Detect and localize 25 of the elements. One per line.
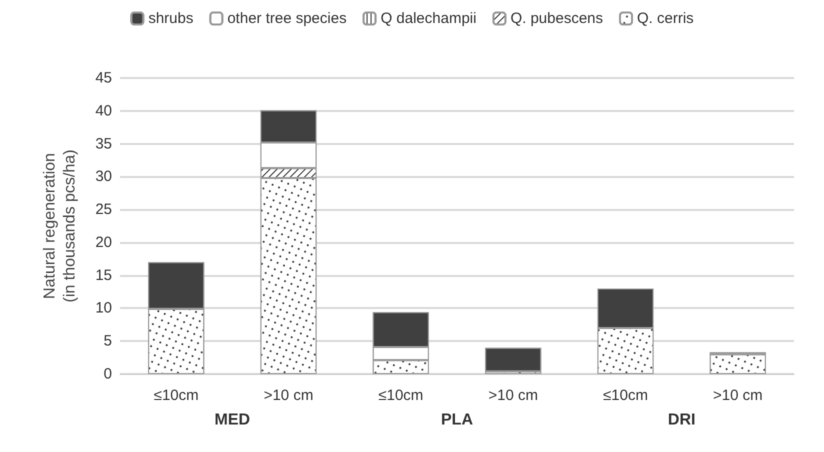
x-tick-label: >10 cm xyxy=(488,387,538,404)
x-tick-label: ≤10cm xyxy=(378,387,424,404)
x-tick-label: ≤10cm xyxy=(154,387,199,404)
text: PLA xyxy=(441,412,474,428)
y-tick-label: 20 xyxy=(95,234,112,251)
legend-label: other tree species xyxy=(227,10,347,27)
y-tick-label: 5 xyxy=(104,332,112,350)
text: MED xyxy=(214,412,250,428)
y-tick-label: 30 xyxy=(95,168,112,186)
x-tick-label: >10 cm xyxy=(264,387,314,404)
x-tick-label: ≤10cm xyxy=(603,387,648,404)
legend-label: Q. pubescens xyxy=(510,10,604,27)
y-axis-title: Natural regeneration (in thousands pcs/ha) xyxy=(42,150,78,302)
y-tick-label: 0 xyxy=(104,366,112,382)
legend-label: shrubs xyxy=(148,10,194,27)
y-tick-label: 35 xyxy=(95,135,112,152)
y-tick-label: 15 xyxy=(95,266,112,284)
legend-label: Q dalechampii xyxy=(380,10,476,27)
y-tick-label: 25 xyxy=(95,201,112,218)
text: DRI xyxy=(668,412,696,428)
legend-label: Q. cerris xyxy=(637,10,694,27)
x-tick-label: >10 cm xyxy=(713,387,763,404)
y-tick-label: 45 xyxy=(95,70,112,86)
y-tick-label: 10 xyxy=(95,300,112,317)
y-tick-label: 40 xyxy=(95,102,112,120)
